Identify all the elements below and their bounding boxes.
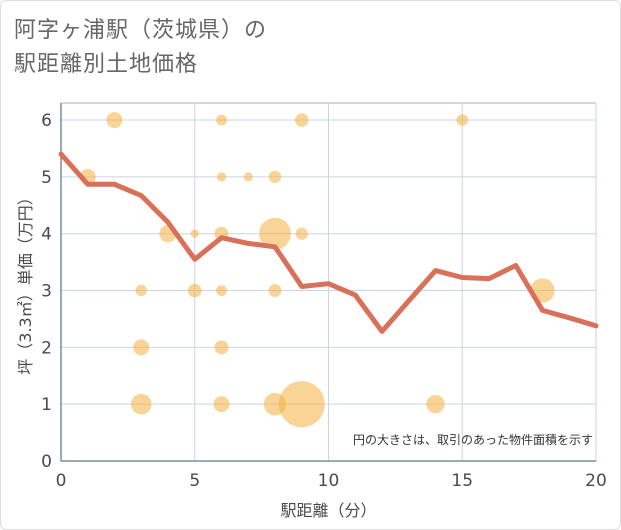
series-lines <box>58 151 599 334</box>
bubble <box>106 112 123 129</box>
y-axis-title: 坪（3.3㎡）単価（万円） <box>16 189 35 374</box>
y-tick-label: 6 <box>41 111 52 131</box>
x-ticks: 0 5 10 15 20 <box>56 471 607 491</box>
bubble <box>294 113 309 127</box>
y-tick-label: 2 <box>41 338 52 358</box>
chart-title: 阿字ヶ浦駅（茨城県）の 駅距離別土地価格 <box>14 14 267 82</box>
y-tick-label: 1 <box>41 395 52 415</box>
x-tick-label: 0 <box>56 471 67 491</box>
x-tick-label: 15 <box>451 471 473 491</box>
series-line <box>58 151 599 334</box>
y-tick-label: 3 <box>41 282 52 302</box>
x-axis-title: 駅距離（分） <box>280 501 376 520</box>
bubble <box>214 340 229 355</box>
x-tick-label: 5 <box>189 471 200 491</box>
x-tick-label: 10 <box>318 471 340 491</box>
bubble <box>216 114 227 126</box>
bubble <box>190 229 199 238</box>
bubble <box>278 381 325 428</box>
bubble <box>133 339 150 356</box>
y-ticks: 0 1 2 3 4 5 6 <box>41 111 52 472</box>
bubble <box>259 217 291 250</box>
bubble <box>426 394 445 414</box>
x-tick-label: 20 <box>585 471 607 491</box>
bubble <box>456 114 469 126</box>
bubble <box>216 285 227 296</box>
bubble <box>187 283 202 298</box>
bubble <box>295 227 308 240</box>
y-tick-label: 5 <box>41 168 52 188</box>
bubble <box>135 284 147 297</box>
bubble <box>130 393 152 415</box>
y-tick-label: 0 <box>41 452 52 472</box>
bubble <box>216 172 227 182</box>
bubble <box>213 396 230 413</box>
bubble <box>243 172 253 182</box>
y-tick-label: 4 <box>41 225 52 245</box>
bubble <box>268 170 282 184</box>
bubble <box>268 284 282 298</box>
title-line-2: 駅距離別土地価格 <box>14 52 199 77</box>
size-note: 円の大きさは、取引のあった物件面積を示す <box>353 432 593 447</box>
title-line-1: 阿字ヶ浦駅（茨城県）の <box>14 18 268 43</box>
